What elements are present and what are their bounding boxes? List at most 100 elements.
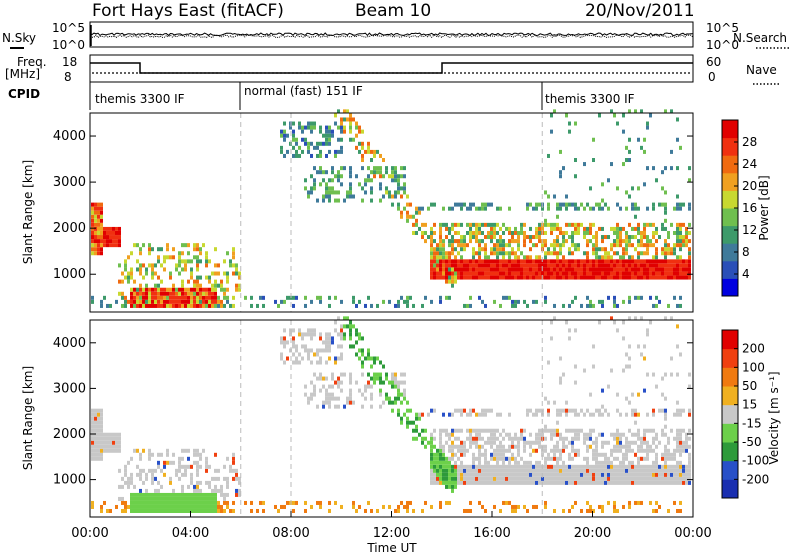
power-cell [112, 226, 115, 231]
power-cell [466, 275, 469, 280]
power-cell [436, 275, 439, 280]
velocity-cell [688, 476, 691, 481]
velocity-cell [640, 444, 643, 449]
velocity-cell [679, 452, 682, 457]
velocity-cell [217, 508, 220, 513]
velocity-cell [304, 344, 307, 349]
power-cell [181, 295, 184, 300]
power-cell [310, 299, 313, 304]
velocity-cell [193, 500, 196, 505]
power-cell [604, 267, 607, 272]
power-cell [688, 255, 691, 260]
colorbar-tick-label: -200 [742, 472, 769, 486]
power-cell [532, 206, 535, 211]
velocity-colorbar-label: Velocity [m s⁻¹] [767, 371, 781, 464]
velocity-cell [163, 460, 166, 465]
power-cell [577, 263, 580, 268]
velocity-cell [211, 496, 214, 501]
velocity-cell [478, 500, 481, 505]
velocity-cell [322, 404, 325, 409]
velocity-cell [325, 376, 328, 381]
velocity-cell [430, 468, 433, 473]
power-cell [601, 198, 604, 203]
velocity-cell [469, 508, 472, 513]
power-cell [454, 275, 457, 280]
velocity-cell [355, 352, 358, 357]
power-cell [655, 303, 658, 308]
velocity-cell [445, 468, 448, 473]
velocity-cell [637, 444, 640, 449]
velocity-cell [664, 468, 667, 473]
velocity-cell [334, 380, 337, 385]
velocity-cell [478, 476, 481, 481]
velocity-cell [649, 428, 652, 433]
power-cell [583, 267, 586, 272]
velocity-cell [487, 468, 490, 473]
velocity-cell [625, 468, 628, 473]
power-cell [157, 291, 160, 296]
velocity-cell [166, 460, 169, 465]
velocity-cell [283, 360, 286, 365]
power-cell [559, 271, 562, 276]
velocity-cell [349, 332, 352, 337]
power-cell [637, 222, 640, 227]
power-cell [637, 275, 640, 280]
power-cell [238, 283, 241, 288]
velocity-cell [592, 508, 595, 513]
power-cell [328, 198, 331, 203]
velocity-cell [592, 364, 595, 369]
power-cell [193, 303, 196, 308]
velocity-cell [349, 392, 352, 397]
velocity-cell [454, 484, 457, 489]
velocity-cell [547, 412, 550, 417]
power-cell [544, 190, 547, 195]
power-cell [328, 303, 331, 308]
power-cell [172, 299, 175, 304]
power-cell [442, 206, 445, 211]
power-cell [97, 243, 100, 248]
velocity-cell [205, 468, 208, 473]
velocity-cell [244, 500, 247, 505]
power-cell [430, 275, 433, 280]
velocity-cell [652, 436, 655, 441]
power-cell [589, 275, 592, 280]
velocity-cell [568, 428, 571, 433]
power-cell [139, 299, 142, 304]
power-cell [487, 263, 490, 268]
velocity-cell [643, 476, 646, 481]
velocity-cell [454, 476, 457, 481]
velocity-cell [484, 448, 487, 453]
velocity-cell [679, 436, 682, 441]
power-cell [211, 295, 214, 300]
power-cell [685, 235, 688, 240]
power-cell [598, 247, 601, 252]
power-cell [214, 283, 217, 288]
power-cell [445, 235, 448, 240]
power-cell [463, 259, 466, 264]
power-cell [622, 247, 625, 252]
velocity-cell [313, 388, 316, 393]
power-cell [535, 263, 538, 268]
velocity-cell [685, 472, 688, 477]
power-cell [223, 295, 226, 300]
velocity-cell [484, 456, 487, 461]
velocity-cell [499, 476, 502, 481]
power-cell [658, 202, 661, 207]
velocity-cell [604, 464, 607, 469]
power-cell [418, 206, 421, 211]
velocity-cell [481, 504, 484, 509]
velocity-cell [568, 468, 571, 473]
power-cell [661, 263, 664, 268]
velocity-cell [235, 476, 238, 481]
power-cell [181, 287, 184, 292]
velocity-cell [586, 408, 589, 413]
velocity-cell [661, 432, 664, 437]
velocity-cell [379, 404, 382, 409]
power-cell [109, 226, 112, 231]
power-cell [640, 235, 643, 240]
power-cell [646, 271, 649, 276]
power-cell [232, 251, 235, 256]
power-cell [148, 299, 151, 304]
power-cell [679, 239, 682, 244]
velocity-cell [178, 496, 181, 501]
